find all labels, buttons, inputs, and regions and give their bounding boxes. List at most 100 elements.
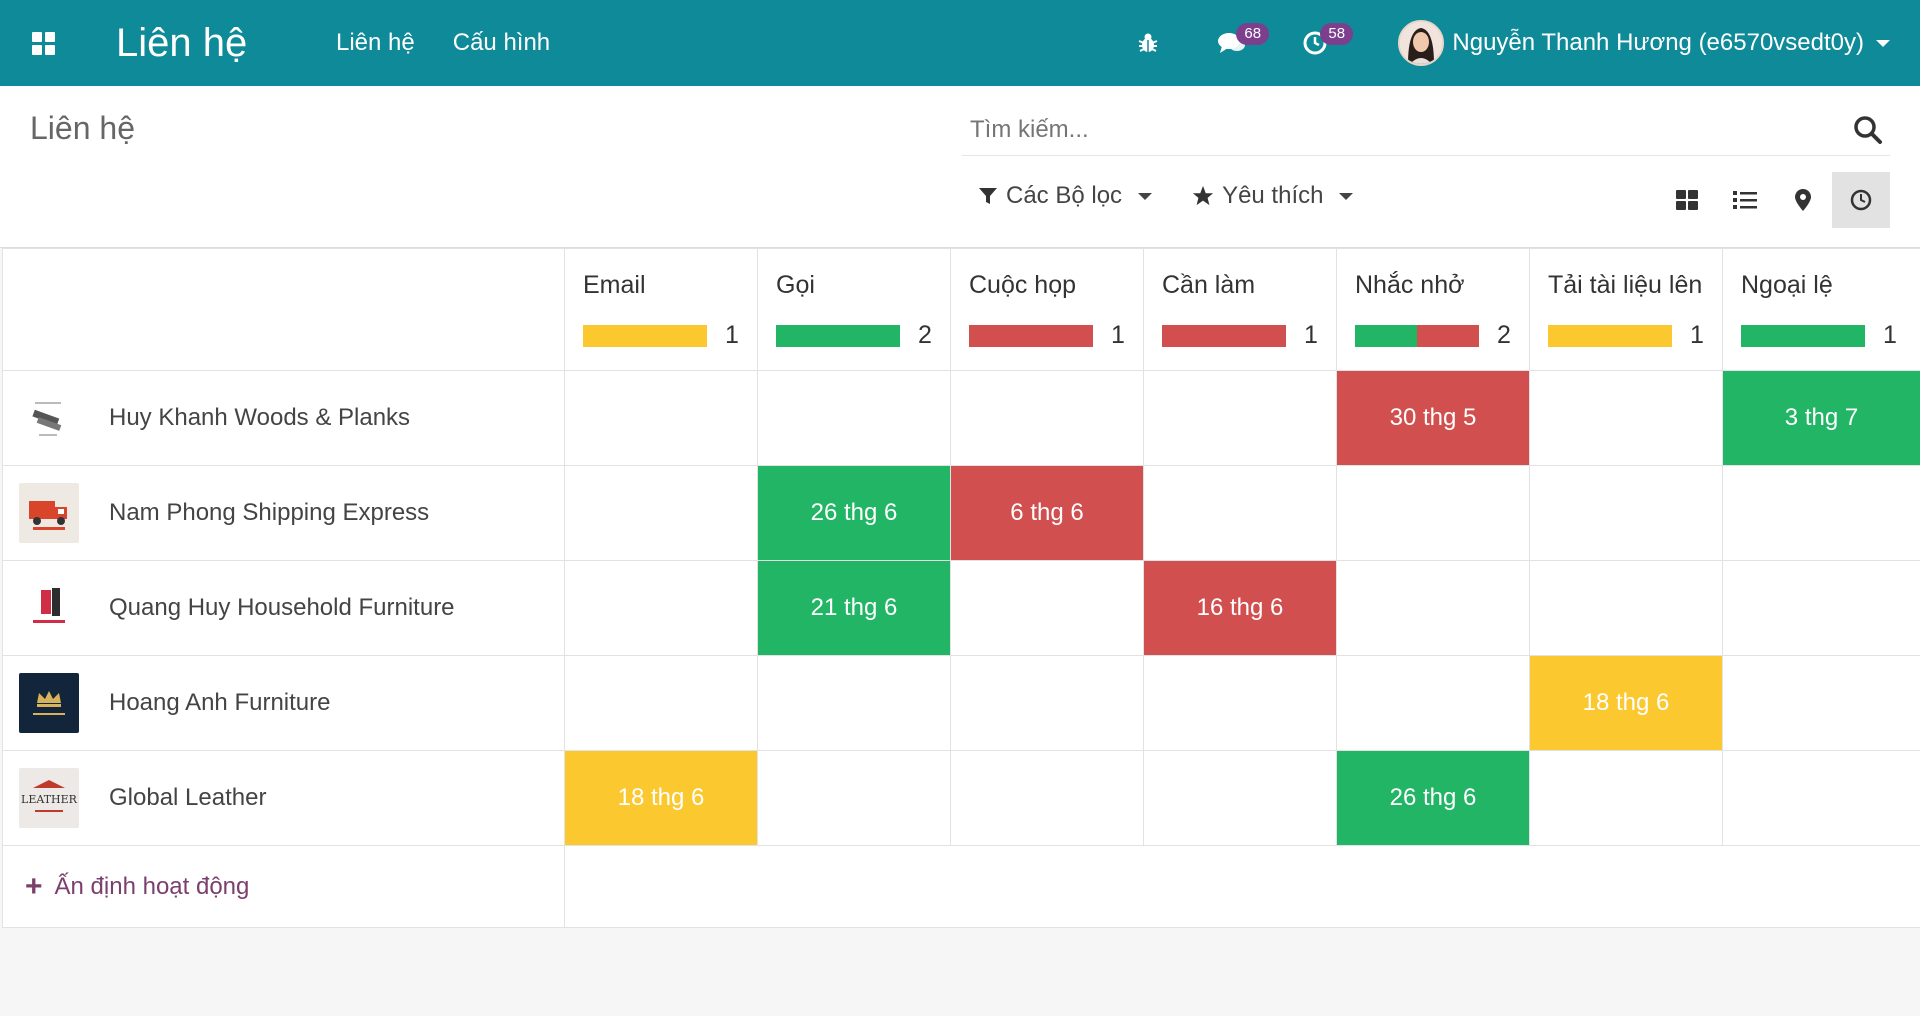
activity-cell[interactable]: 26 thg 6: [1336, 750, 1530, 846]
empty-activity-cell[interactable]: [1143, 750, 1337, 846]
progress-bar[interactable]: [776, 324, 900, 347]
column-progress: 2: [1355, 321, 1511, 350]
favorites-label: Yêu thích: [1222, 182, 1324, 209]
apps-menu-button[interactable]: [0, 0, 86, 86]
activity-cell[interactable]: 26 thg 6: [757, 465, 951, 561]
empty-activity-cell[interactable]: [564, 370, 758, 466]
list-icon: [1733, 191, 1757, 209]
empty-activity-cell[interactable]: [950, 370, 1144, 466]
column-header[interactable]: Ngoại lệ 1: [1722, 248, 1920, 371]
activities-button[interactable]: 58: [1296, 23, 1354, 63]
empty-activity-cell[interactable]: [1336, 465, 1530, 561]
activity-cell[interactable]: 18 thg 6: [1529, 655, 1723, 751]
search-input[interactable]: [962, 108, 1802, 152]
column-header[interactable]: Cần làm 1: [1143, 248, 1337, 371]
menu-item-configuration[interactable]: Cấu hình: [452, 29, 551, 56]
star-icon: [1192, 185, 1214, 206]
empty-activity-cell[interactable]: [1336, 655, 1530, 751]
activity-cell[interactable]: 16 thg 6: [1143, 560, 1337, 656]
empty-activity-cell[interactable]: [757, 750, 951, 846]
top-menu: Liên hệ Cấu hình: [336, 29, 550, 57]
partner-cell[interactable]: Quang Huy Household Furniture: [2, 560, 565, 656]
table-row: LEATHER Global Leather 18 thg 6 26 thg 6: [2, 750, 1920, 846]
activity-date: 21 thg 6: [758, 561, 950, 655]
progress-bar[interactable]: [583, 324, 707, 347]
column-header[interactable]: Nhắc nhở 2: [1336, 248, 1530, 371]
empty-activity-cell[interactable]: [1722, 655, 1920, 751]
empty-activity-cell[interactable]: [1529, 560, 1723, 656]
column-count: 1: [1304, 321, 1318, 349]
column-header[interactable]: Gọi 2: [757, 248, 951, 371]
column-title: Gọi: [776, 271, 815, 299]
empty-activity-cell[interactable]: [1722, 465, 1920, 561]
messages-button[interactable]: 68: [1212, 23, 1270, 63]
search-button[interactable]: [1852, 114, 1886, 148]
progress-bar[interactable]: [1355, 324, 1479, 347]
kanban-view-button[interactable]: [1658, 172, 1716, 228]
empty-activity-cell[interactable]: [564, 465, 758, 561]
table-row: Huy Khanh Woods & Planks 30 thg 5 3 thg 7: [2, 370, 1920, 466]
progress-bar[interactable]: [1741, 324, 1865, 347]
chevron-down-icon: [1138, 192, 1153, 200]
filters-dropdown[interactable]: Các Bộ lọc: [978, 182, 1153, 210]
activity-date: 30 thg 5: [1337, 371, 1529, 465]
menu-item-contacts[interactable]: Liên hệ: [336, 29, 415, 56]
empty-activity-cell[interactable]: [1529, 370, 1723, 466]
empty-activity-cell[interactable]: [1143, 370, 1337, 466]
empty-activity-cell[interactable]: [757, 370, 951, 466]
table-row: Quang Huy Household Furniture 21 thg 6 16 …: [2, 560, 1920, 656]
partner-cell[interactable]: Nam Phong Shipping Express: [2, 465, 565, 561]
activity-cell[interactable]: 18 thg 6: [564, 750, 758, 846]
table-footer: + Ấn định hoạt động: [2, 845, 1920, 928]
activity-cell[interactable]: 3 thg 7: [1722, 370, 1920, 466]
progress-planned: [1355, 324, 1417, 347]
empty-activity-cell[interactable]: [1336, 560, 1530, 656]
activity-date: 26 thg 6: [758, 466, 950, 560]
partner-name: Huy Khanh Woods & Planks: [109, 404, 411, 431]
empty-activity-cell[interactable]: [950, 750, 1144, 846]
clock-icon: [1850, 189, 1872, 211]
svg-text:LEATHER: LEATHER: [21, 793, 78, 806]
activity-cell[interactable]: 6 thg 6: [950, 465, 1144, 561]
empty-activity-cell[interactable]: [1529, 750, 1723, 846]
column-header[interactable]: Cuộc họp 1: [950, 248, 1144, 371]
apps-grid-icon: [31, 31, 55, 55]
user-menu[interactable]: Nguyễn Thanh Hương (e6570vsedt0y): [1398, 20, 1890, 66]
column-progress: 2: [776, 321, 932, 350]
empty-activity-cell[interactable]: [950, 560, 1144, 656]
empty-activity-cell[interactable]: [1529, 465, 1723, 561]
progress-bar[interactable]: [1162, 324, 1286, 347]
systray: 68 58 Nguyễn Thanh Hương (e6570vsedt0y): [1128, 0, 1890, 86]
top-navbar: Liên hệ Liên hệ Cấu hình 68 58 Nguyễn Th…: [0, 0, 1920, 86]
activity-cell[interactable]: 21 thg 6: [757, 560, 951, 656]
empty-activity-cell[interactable]: [1722, 560, 1920, 656]
empty-activity-cell[interactable]: [564, 560, 758, 656]
filter-icon: [979, 188, 997, 204]
progress-bar[interactable]: [969, 324, 1093, 347]
partner-cell[interactable]: Huy Khanh Woods & Planks: [2, 370, 565, 466]
progress-bar[interactable]: [1548, 324, 1672, 347]
favorites-dropdown[interactable]: Yêu thích: [1192, 182, 1354, 210]
debug-bug-icon[interactable]: [1128, 23, 1168, 63]
leather-logo: LEATHER: [19, 768, 79, 828]
empty-activity-cell[interactable]: [564, 655, 758, 751]
partner-cell[interactable]: Hoang Anh Furniture: [2, 655, 565, 751]
empty-activity-cell[interactable]: [1143, 465, 1337, 561]
partner-cell[interactable]: LEATHER Global Leather: [2, 750, 565, 846]
partner-name: Nam Phong Shipping Express: [109, 499, 430, 526]
column-progress: 1: [969, 321, 1125, 350]
list-view-button[interactable]: [1716, 172, 1774, 228]
activity-view-button[interactable]: [1832, 172, 1890, 228]
column-header[interactable]: Tải tài liệu lên 1: [1529, 248, 1723, 371]
map-view-button[interactable]: [1774, 172, 1832, 228]
activity-cell[interactable]: 30 thg 5: [1336, 370, 1530, 466]
empty-activity-cell[interactable]: [1722, 750, 1920, 846]
column-header[interactable]: Email 1: [564, 248, 758, 371]
schedule-activity-button[interactable]: + Ấn định hoạt động: [3, 870, 564, 904]
search-bar: [962, 108, 1890, 156]
empty-activity-cell[interactable]: [950, 655, 1144, 751]
empty-activity-cell[interactable]: [757, 655, 951, 751]
schedule-activity-cell: + Ấn định hoạt động: [2, 845, 565, 928]
empty-activity-cell[interactable]: [1143, 655, 1337, 751]
